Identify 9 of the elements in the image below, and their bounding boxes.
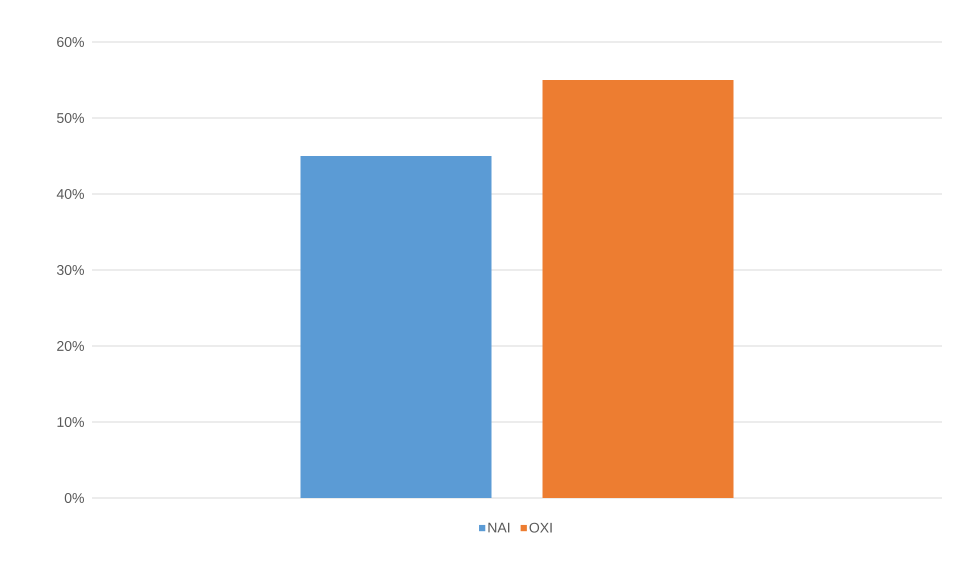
y-tick-label: 30% <box>56 265 84 275</box>
y-tick-label: 10% <box>58 417 84 427</box>
y-tick-label: 0% <box>64 493 84 503</box>
legend-label: NAI <box>488 522 510 532</box>
y-tick-label: 20% <box>57 341 84 351</box>
y-tick-label: 60% <box>57 37 84 47</box>
y-tick-label: 50% <box>57 113 84 123</box>
legend-label: OXI <box>530 522 552 533</box>
y-tick-label: 40% <box>56 189 84 199</box>
